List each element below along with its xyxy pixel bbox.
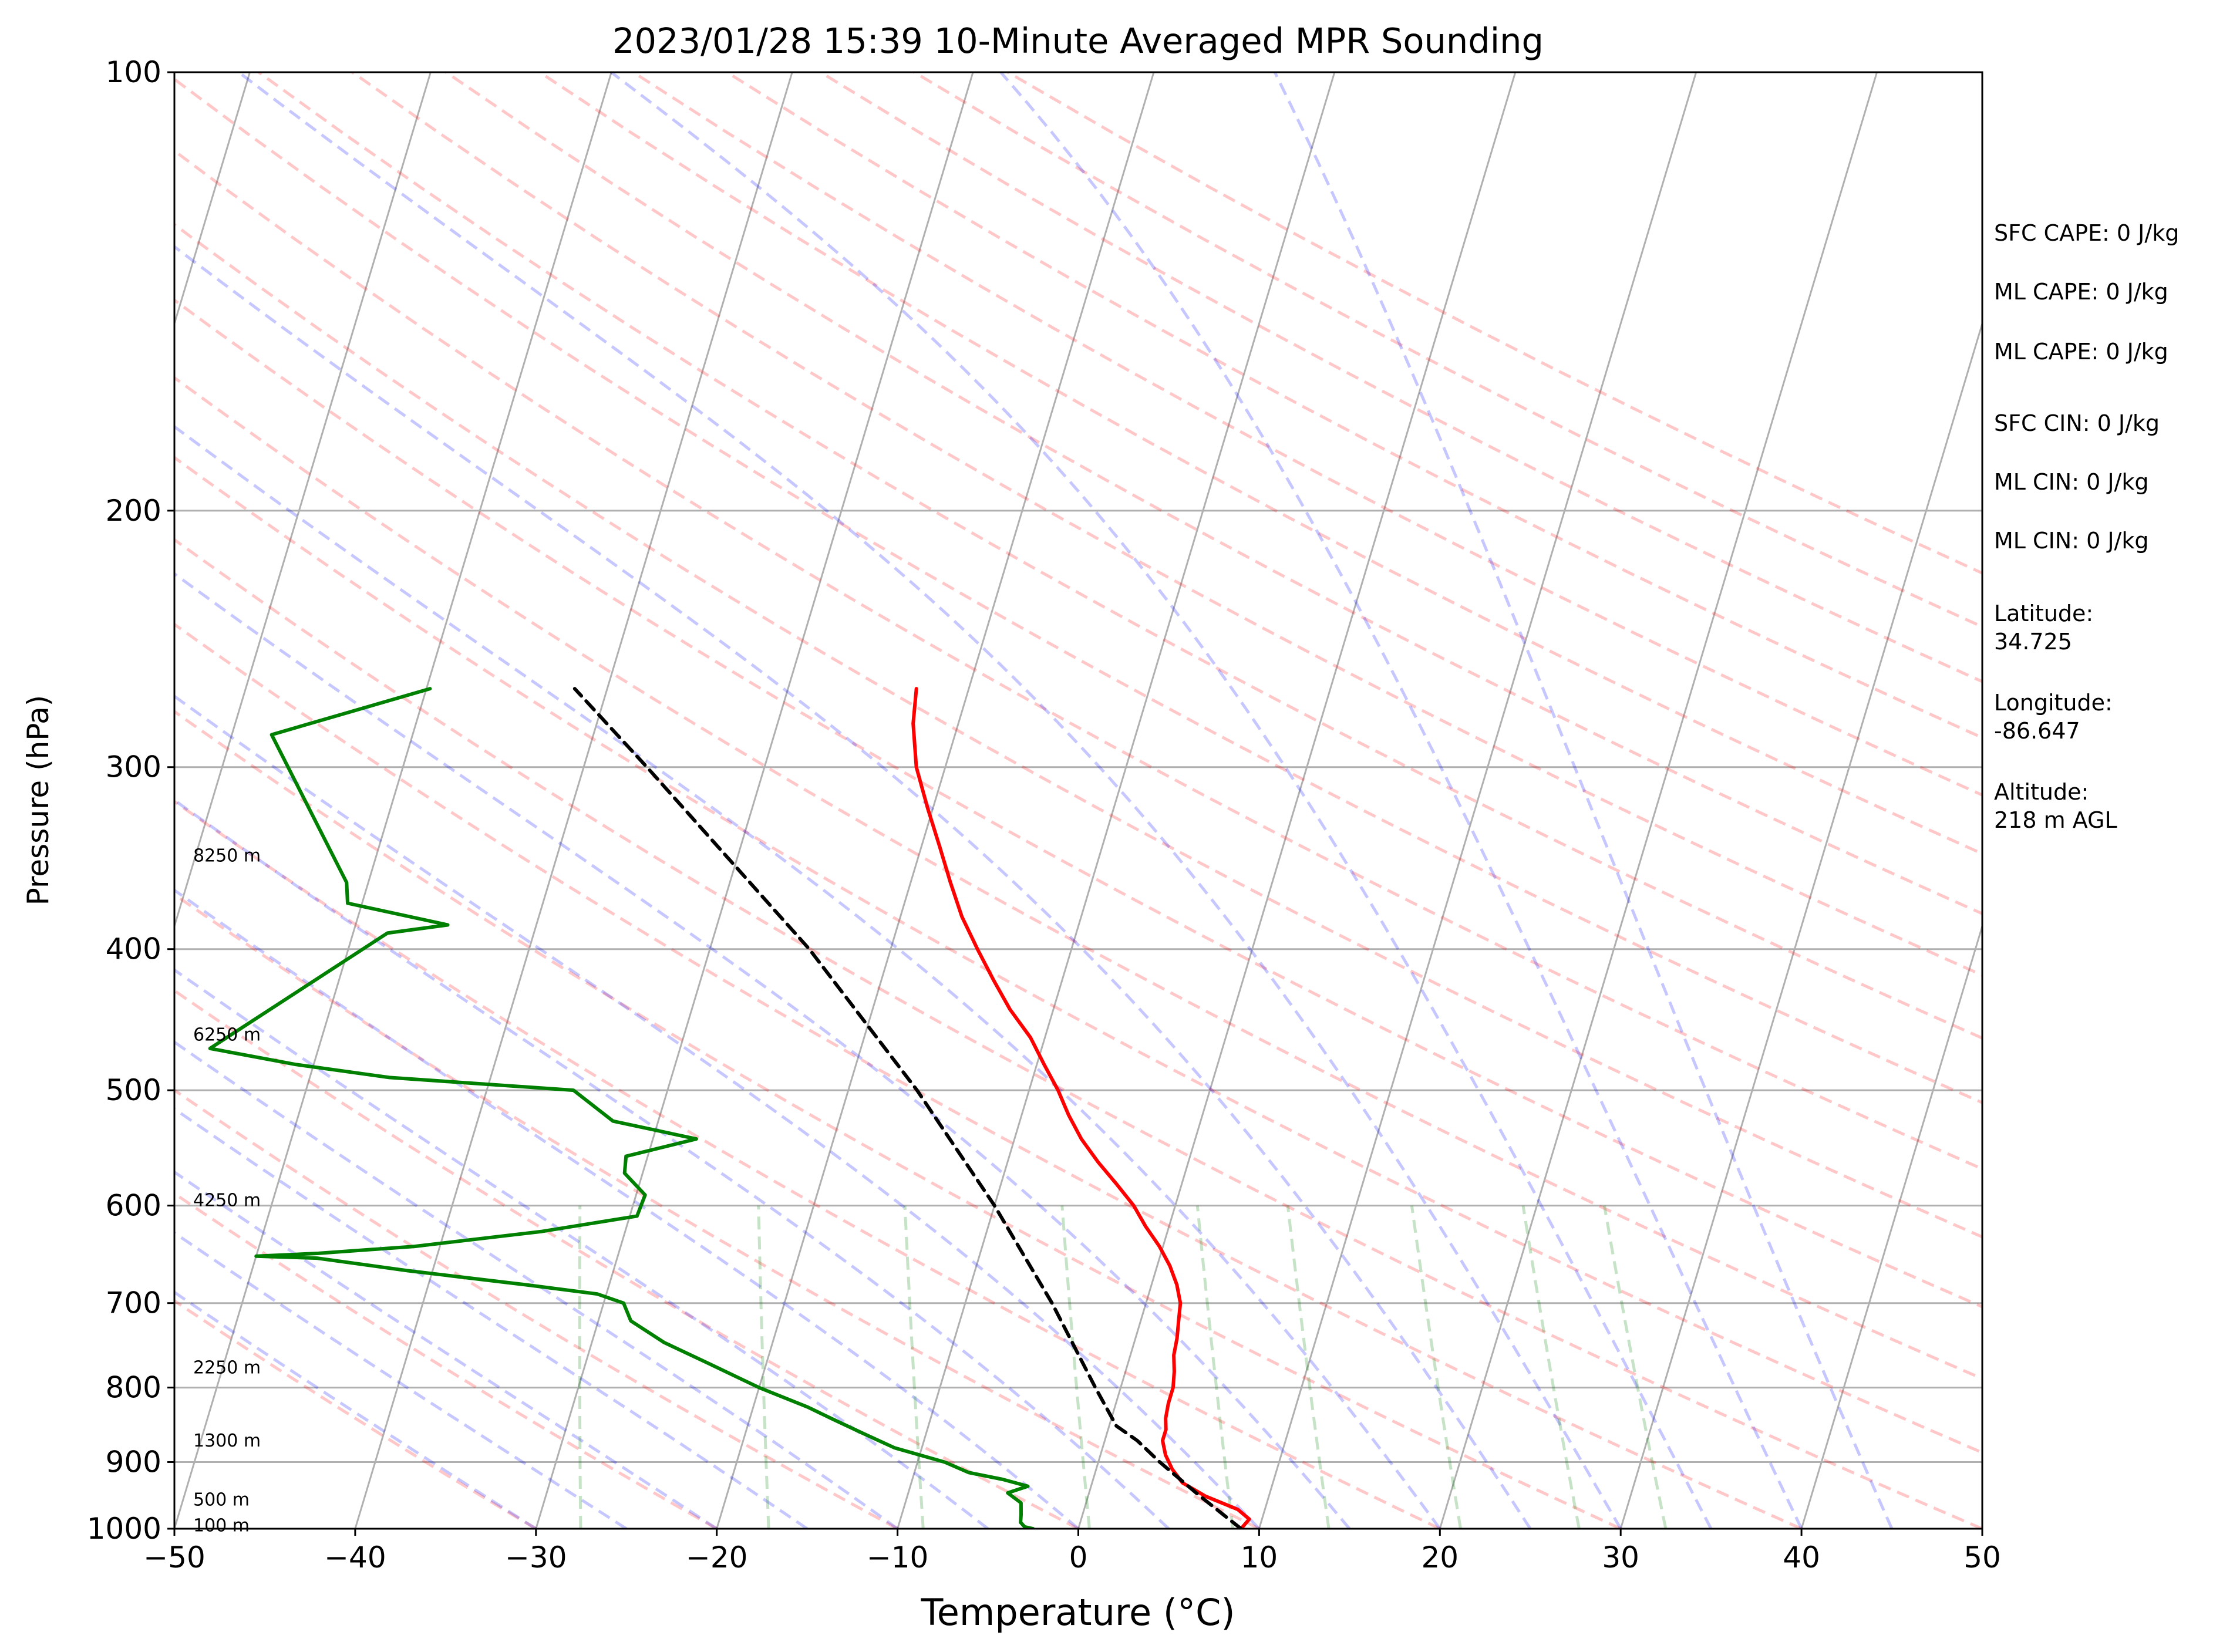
height-label: 6250 m xyxy=(193,1025,261,1046)
stat-annotation-line: ML CIN: 0 J/kg xyxy=(1994,469,2148,495)
stat-annotation: ML CAPE: 0 J/kg xyxy=(1994,339,2168,365)
stat-annotation-line: 218 m AGL xyxy=(1994,807,2117,833)
x-tick-label: 30 xyxy=(1602,1540,1639,1575)
y-tick-label: 900 xyxy=(106,1445,161,1479)
y-tick-label: 200 xyxy=(106,494,161,528)
x-tick-label: 0 xyxy=(1069,1540,1088,1575)
y-tick-label: 600 xyxy=(106,1189,161,1223)
stat-annotation-line: Longitude: xyxy=(1994,690,2113,716)
stat-annotation-line: Altitude: xyxy=(1994,779,2089,805)
x-tick-label: 10 xyxy=(1241,1540,1278,1575)
stat-annotation: ML CIN: 0 J/kg xyxy=(1994,528,2148,554)
x-axis-label: Temperature (°C) xyxy=(920,1591,1235,1634)
stat-annotation-line: SFC CAPE: 0 J/kg xyxy=(1994,220,2179,246)
x-tick-label: −40 xyxy=(324,1540,386,1575)
height-label: 2250 m xyxy=(193,1357,261,1378)
y-axis-label: Pressure (hPa) xyxy=(21,695,55,906)
y-tick-label: 700 xyxy=(106,1286,161,1320)
stat-annotation: SFC CIN: 0 J/kg xyxy=(1994,410,2160,436)
x-tick-label: −30 xyxy=(505,1540,567,1575)
height-label: 100 m xyxy=(193,1516,250,1536)
height-label: 1300 m xyxy=(193,1431,261,1451)
stat-annotation-line: ML CAPE: 0 J/kg xyxy=(1994,339,2168,365)
stat-annotation-line: 34.725 xyxy=(1994,629,2072,655)
height-label: 8250 m xyxy=(193,845,261,866)
x-tick-label: 50 xyxy=(1963,1540,2001,1575)
stat-annotation: SFC CAPE: 0 J/kg xyxy=(1994,220,2179,246)
stat-annotation: ML CAPE: 0 J/kg xyxy=(1994,279,2168,305)
y-tick-label: 500 xyxy=(106,1073,161,1107)
stat-annotation-line: -86.647 xyxy=(1994,718,2080,744)
x-tick-label: −20 xyxy=(686,1540,748,1575)
height-label: 4250 m xyxy=(193,1191,261,1211)
stat-annotation-line: SFC CIN: 0 J/kg xyxy=(1994,410,2160,436)
y-tick-label: 300 xyxy=(106,750,161,784)
x-tick-label: 40 xyxy=(1783,1540,1820,1575)
stat-annotation-line: ML CIN: 0 J/kg xyxy=(1994,528,2148,554)
y-tick-label: 1000 xyxy=(87,1512,161,1546)
x-tick-label: 20 xyxy=(1421,1540,1459,1575)
y-tick-label: 800 xyxy=(106,1371,161,1405)
y-tick-label: 400 xyxy=(106,932,161,966)
chart-title: 2023/01/28 15:39 10-Minute Averaged MPR … xyxy=(612,21,1544,61)
stat-annotation-line: Latitude: xyxy=(1994,601,2093,626)
stat-annotation: ML CIN: 0 J/kg xyxy=(1994,469,2148,495)
stat-annotation-line: ML CAPE: 0 J/kg xyxy=(1994,279,2168,305)
x-tick-label: −10 xyxy=(867,1540,929,1575)
height-label: 500 m xyxy=(193,1489,250,1510)
y-tick-label: 100 xyxy=(106,55,161,89)
